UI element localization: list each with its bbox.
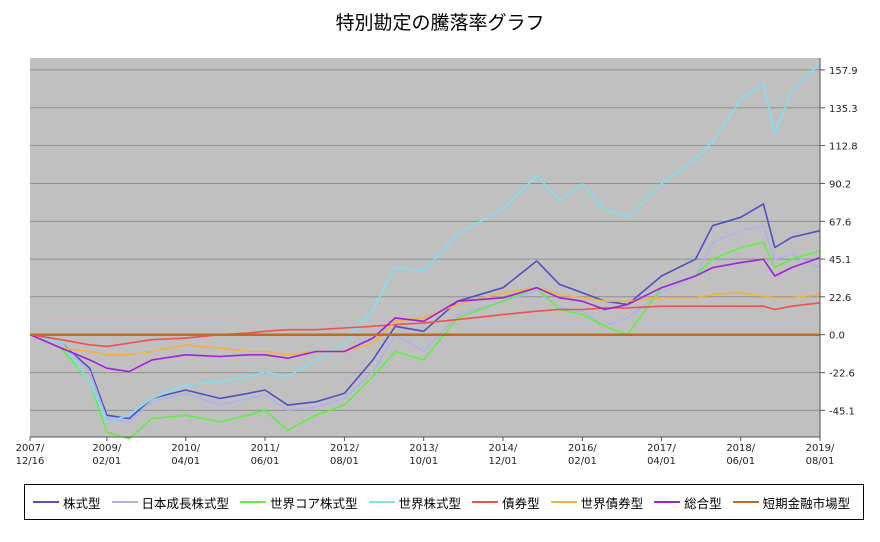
legend-label: 世界コア株式型 [270,495,358,511]
x-tick-label-date: 08/01 [330,456,359,467]
legend-item: 短期金融市場型 [732,493,851,512]
legend-item: 世界債券型 [550,493,644,512]
x-tick-label-year: 2012/ [330,443,359,454]
legend-item: 総合型 [654,493,722,512]
y-tick-label: -45.1 [829,406,855,417]
legend-swatch [550,501,577,503]
legend-swatch [111,501,138,503]
series-line-6 [29,286,821,356]
y-tick-label: 135.3 [829,104,858,115]
x-tick-label-year: 2018/ [726,443,755,454]
y-tick-label: 90.2 [829,179,851,190]
x-tick-label-date: 12/16 [16,456,45,467]
x-tick-label-date: 12/01 [489,456,518,467]
y-tick-label: 157.9 [829,66,858,77]
legend-item: 世界株式型 [368,493,462,512]
legend: 株式型 日本成長株式型 世界コア株式型 世界株式型 債券型 世界債券型 総合型 短期金融市場型 [24,484,864,520]
y-tick-label: 22.6 [829,293,851,304]
x-tick-label-year: 2017/ [647,443,676,454]
x-tick-label-year: 2013/ [409,443,438,454]
x-tick-label-year: 2007/ [16,443,45,454]
legend-swatch [732,501,759,503]
x-tick-label-year: 2011/ [251,443,280,454]
x-tick-label-year: 2016/ [568,443,597,454]
x-tick-label-year: 2014/ [489,443,518,454]
x-tick-label-year: 2010/ [171,443,200,454]
x-tick-label-year: 2019/ [806,443,835,454]
legend-label: 株式型 [63,495,101,511]
legend-item: 株式型 [33,493,101,512]
series-line-2 [29,224,821,423]
legend-swatch [240,501,267,503]
series-line-5 [29,302,821,348]
legend-label: 総合型 [684,495,722,511]
series-line-4 [29,62,821,423]
legend-label: 短期金融市場型 [762,495,851,511]
x-tick-label-date: 06/01 [726,456,755,467]
legend-swatch [33,501,59,503]
chart-title: 特別勘定の騰落率グラフ [335,12,545,34]
legend-swatch [654,501,681,503]
x-tick-label-date: 08/01 [806,456,835,467]
y-tick-label: 67.6 [829,217,851,228]
series-line-7 [29,256,821,373]
legend-label: 債券型 [502,495,540,511]
x-tick-label-date: 02/01 [92,456,121,467]
x-axis-ticks: 2007/12/16 2009/02/01 2010/04/01 2011/06/01… [16,436,835,467]
x-tick-label-date: 02/01 [568,456,597,467]
y-axis-ticks: 157.9 135.3 112.8 90.2 67.6 45.1 22.6 0.0 -22.6 -… [819,58,858,437]
plot-area [30,58,820,437]
y-tick-label: 112.8 [829,142,858,153]
legend-item: 債券型 [472,493,540,512]
legend-label: 世界株式型 [398,495,462,511]
legend-item: 世界コア株式型 [240,493,358,512]
y-tick-label: 45.1 [829,255,851,266]
legend-label: 世界債券型 [580,495,644,511]
series-line-3 [29,241,821,440]
x-tick-label-date: 06/01 [251,456,280,467]
x-tick-label-date: 04/01 [171,456,200,467]
series-lines [29,62,821,440]
legend-item: 日本成長株式型 [111,493,230,512]
legend-label: 日本成長株式型 [141,495,230,511]
legend-swatch [472,501,499,503]
legend-swatch [368,501,395,503]
x-tick-label-date: 10/01 [409,456,438,467]
y-tick-label: -22.6 [829,369,855,380]
x-tick-label-year: 2009/ [92,443,121,454]
y-tick-label: 0.0 [829,331,845,342]
line-chart: 157.9 135.3 112.8 90.2 67.6 45.1 22.6 0.0 -22.6 -… [16,58,858,467]
x-tick-label-date: 04/01 [647,456,676,467]
